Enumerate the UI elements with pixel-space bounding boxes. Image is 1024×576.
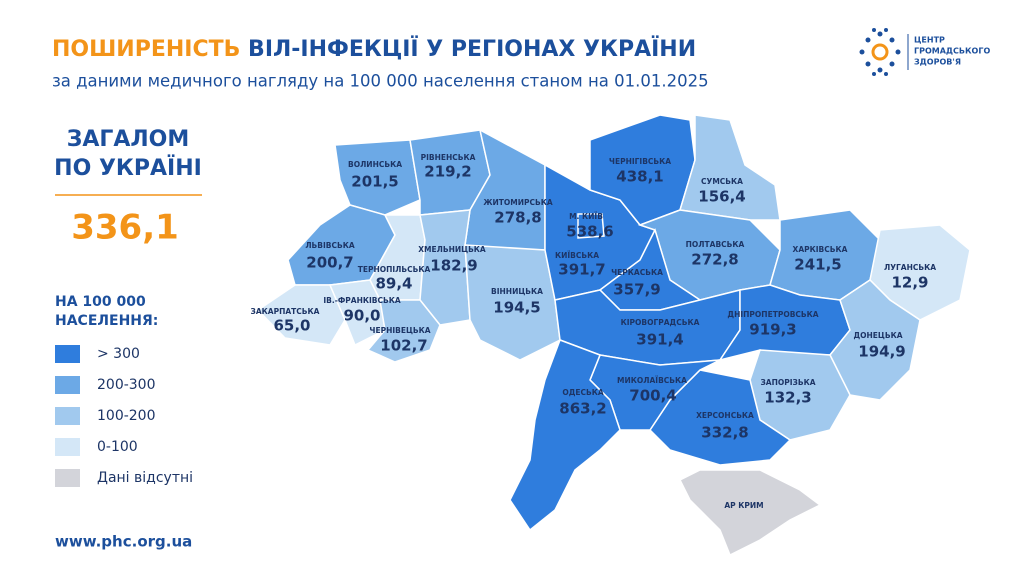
region-value: 89,4 [375,275,412,293]
legend-label: 0-100 [97,439,138,455]
logo-dots [859,28,901,76]
region-value: 357,9 [613,281,660,299]
region-value: 219,2 [424,163,471,181]
legend-swatch [55,376,80,394]
legend-swatch [55,345,80,363]
region-value: 12,9 [891,274,928,292]
logo-ring [871,43,889,61]
title-rest: ВІЛ-ІНФЕКЦІЇ У РЕГІОНАХ УКРАЇНИ [248,36,696,62]
region-name: ЧЕРНІГІВСЬКА [609,157,671,166]
region-name: ПОЛТАВСЬКА [686,240,745,249]
legend-label: 100-200 [97,408,156,424]
region-value: 65,0 [273,317,310,335]
region [577,213,605,239]
region-name: ЛУГАНСЬКА [884,263,936,272]
region-value: 90,0 [343,307,380,325]
subtitle: за даними медичного нагляду на 100 000 н… [52,72,709,91]
title: ПОШИРЕНІСТЬ ВІЛ-ІНФЕКЦІЇ У РЕГІОНАХ УКРА… [52,36,696,62]
legend-swatch [55,469,80,487]
region [366,299,441,363]
logo-text: ГРОМАДСЬКОГО [914,47,990,56]
legend-title: НА 100 000 [55,294,146,310]
region-value: 438,1 [616,168,663,186]
legend-label: 200-300 [97,377,156,393]
region-name: ЛЬВІВСЬКА [305,241,355,250]
region-value: 102,7 [380,337,427,355]
logo: ЦЕНТР ГРОМАДСЬКОГО ЗДОРОВ'Я [859,28,990,76]
region [829,279,921,401]
region-name: ЖИТОМИРСЬКА [483,198,553,207]
region-name: ЗАКАРПАТСЬКА [251,307,320,316]
region-value: 194,5 [493,299,540,317]
region-name: ТЕРНОПІЛЬСЬКА [358,265,431,274]
region-name: ХАРКІВСЬКА [793,245,848,254]
legend: > 300 200-300 100-200 0-100 Дані відсутні [55,345,193,487]
region-name: ОДЕСЬКА [562,388,604,397]
title-highlight: ПОШИРЕНІСТЬ [52,37,240,62]
region-value: 194,9 [858,343,905,361]
total-label: ЗАГАЛОМ [67,127,190,152]
region-name: ЧЕРКАСЬКА [611,268,663,277]
region-value: 201,5 [351,173,398,191]
region-name: ХЕРСОНСЬКА [696,411,754,420]
region-value: 132,3 [764,389,811,407]
region-value: 200,7 [306,254,353,272]
region-value: 278,8 [494,209,541,227]
legend-label: Дані відсутні [97,470,193,486]
logo-text: ЗДОРОВ'Я [914,58,961,67]
legend-swatch [55,438,80,456]
region-name: ВОЛИНСЬКА [348,160,402,169]
region-name: ЗАПОРІЗЬКА [760,378,815,387]
region-value: 538,6 [566,223,613,241]
region-name: КИЇВСЬКА [555,251,599,260]
region-value: 156,4 [698,188,745,206]
footer-url: www.phc.org.ua [55,533,192,551]
total-label: ПО УКРАЇНІ [54,155,202,181]
region-value: 700,4 [629,387,676,405]
region-value: 391,4 [636,331,683,349]
region-name: М. КИЇВ [569,212,603,221]
region-value: 272,8 [691,251,738,269]
region-value: 391,7 [558,261,605,279]
region-value: 863,2 [559,400,606,418]
region-name: ДОНЕЦЬКА [853,331,902,340]
region-name: РІВНЕНСЬКА [421,153,476,162]
region-name: ІВ.-ФРАНКІВСЬКА [323,296,400,305]
logo-text: ЦЕНТР [914,36,945,45]
region [678,469,822,557]
region-value: 182,9 [430,257,477,275]
region-name: МИКОЛАЇВСЬКА [617,376,687,385]
legend-label: > 300 [97,346,140,362]
region-name: КІРОВОГРАДСЬКА [621,318,700,327]
legend-swatch [55,407,80,425]
region-value: 332,8 [701,424,748,442]
region-name: ВІННИЦЬКА [491,287,543,296]
legend-title: НАСЕЛЕННЯ: [55,313,158,329]
region-name: АР КРИМ [724,501,763,510]
region-name: ХМЕЛЬНИЦЬКА [418,245,486,254]
region [419,209,471,326]
region-name: СУМСЬКА [701,177,743,186]
region-value: 241,5 [794,256,841,274]
region-name: ЧЕРНІВЕЦЬКА [369,326,430,335]
region-name: ДНІПРОПЕТРОВСЬКА [727,310,818,319]
region [509,339,621,532]
region-value: 919,3 [749,321,796,339]
total-value: 336,1 [71,208,179,248]
